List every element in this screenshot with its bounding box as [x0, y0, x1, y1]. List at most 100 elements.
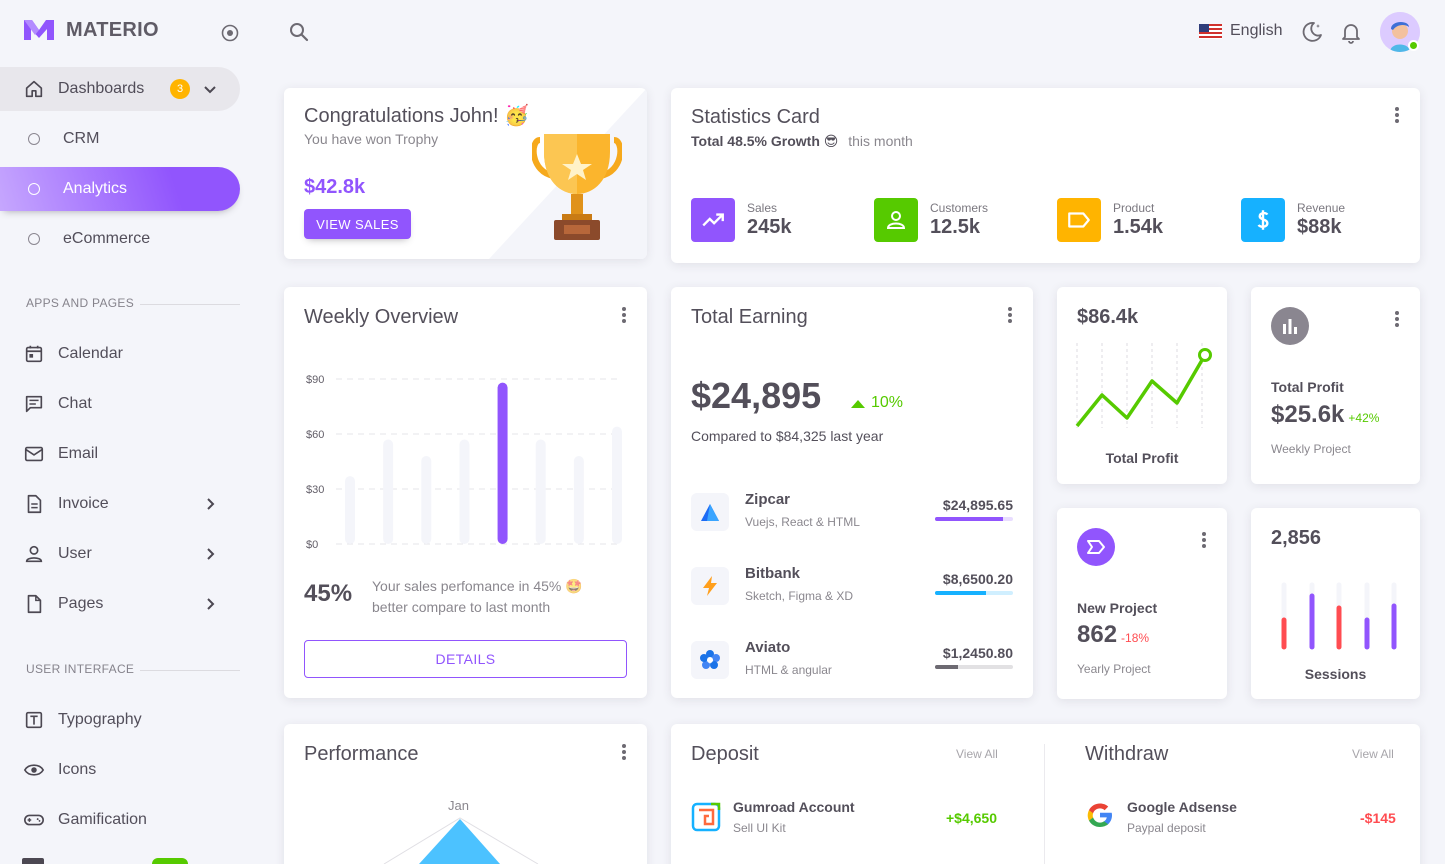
chevron-right-icon [207, 598, 215, 610]
chevron-down-icon [204, 86, 216, 94]
nav-crm[interactable]: CRM [0, 117, 240, 161]
chevron-right-icon [207, 548, 215, 560]
triangle-up-icon [851, 400, 865, 408]
nav-dashboards[interactable]: Dashboards 3 [0, 67, 240, 111]
stat-revenue-label: Revenue [1297, 201, 1346, 215]
next-nav-icon [22, 858, 44, 864]
new-project-label: New Project [1077, 600, 1158, 616]
dashboards-badge: 3 [170, 79, 190, 99]
weekly-text-line2: better compare to last month [372, 599, 551, 615]
moon-icon[interactable] [1300, 20, 1324, 44]
weekly-overview-card: Weekly Overview $0 $30 $60 $90 45% Your sal… [284, 287, 647, 698]
calendar-icon [22, 342, 46, 366]
weekly-percent: 45% [304, 580, 353, 607]
stat-sales-label: Sales [747, 201, 778, 215]
user-avatar[interactable] [1380, 12, 1420, 52]
earning-compare: Compared to $84,325 last year [691, 428, 884, 444]
more-vertical-icon[interactable] [1202, 532, 1206, 548]
congrats-amount: $42.8k [304, 176, 366, 198]
sessions-label: Sessions [1304, 666, 1367, 682]
earning-item[interactable]: Bitbank Sketch, Figma & XD $8,6500.20 [691, 565, 1013, 625]
radio-toggle-icon[interactable] [220, 23, 240, 43]
nav-calendar[interactable]: Calendar [0, 332, 240, 376]
profit-line-chart [1075, 343, 1212, 428]
nav-gamification[interactable]: Gamification [0, 798, 240, 842]
nav-invoice[interactable]: Invoice [0, 482, 240, 526]
more-vertical-icon[interactable] [622, 307, 626, 323]
bell-icon[interactable] [1339, 20, 1363, 44]
deposit-item-name: Gumroad Account [733, 799, 855, 815]
nav-pages[interactable]: Pages [0, 582, 240, 626]
account-icon [874, 198, 918, 242]
circle-icon [28, 183, 40, 195]
user-icon [22, 542, 46, 566]
view-sales-button[interactable]: VIEW SALES [304, 209, 411, 239]
chevron-right-icon [207, 498, 215, 510]
stat-sales-value: 245k [747, 216, 792, 238]
earning-item-sub: Sketch, Figma & XD [745, 589, 854, 603]
nav-typography[interactable]: Typography [0, 698, 240, 742]
weekly-text: Your sales perfomance in 45% 🤩 better co… [372, 576, 583, 618]
more-vertical-icon[interactable] [1395, 107, 1399, 123]
earning-item-amount: $8,6500.20 [942, 571, 1013, 587]
statistics-title: Statistics Card [691, 106, 820, 128]
aviato-icon [691, 641, 729, 679]
sidebar: MATERIO Dashboards 3 CRM Analytics eComm… [0, 0, 260, 864]
y-tick-label: $60 [306, 429, 324, 441]
total-profit-value: $25.6k [1271, 401, 1345, 428]
earning-item-name: Aviato [745, 639, 791, 656]
withdraw-item-name: Google Adsense [1127, 799, 1237, 815]
circle-icon [28, 133, 40, 145]
nav-icons[interactable]: Icons [0, 748, 240, 792]
withdraw-item-sub: Paypal deposit [1127, 821, 1206, 835]
label-icon [1057, 198, 1101, 242]
divider [1044, 744, 1045, 864]
deposit-item-sub: Sell UI Kit [733, 821, 786, 835]
section-ui-title: USER INTERFACE [26, 662, 135, 676]
stat-revenue: Revenue $88k [1241, 198, 1345, 242]
new-project-card: New Project 862 -18% Yearly Project [1057, 508, 1227, 699]
brand[interactable]: MATERIO [22, 18, 159, 42]
performance-radar-chart [383, 817, 539, 864]
deposit-view-all-link[interactable]: View All [956, 747, 998, 761]
withdraw-view-all-link[interactable]: View All [1352, 747, 1394, 761]
nav-ecommerce[interactable]: eCommerce [0, 217, 240, 261]
y-tick-label: $90 [306, 374, 324, 386]
language-selector[interactable]: English [1199, 22, 1282, 40]
trophy-icon [532, 134, 622, 240]
earning-item-amount: $1,2450.80 [942, 645, 1013, 661]
nav-email[interactable]: Email [0, 432, 240, 476]
earning-amount: $24,895 [691, 375, 822, 416]
stat-product: Product 1.54k [1057, 198, 1163, 242]
details-button[interactable]: DETAILS [304, 640, 627, 678]
weekly-text-line1: Your sales perfomance in 45% 🤩 [372, 578, 583, 594]
nav-pages-label: Pages [58, 595, 104, 612]
stat-sales: Sales 245k [691, 198, 792, 242]
invoice-icon [22, 492, 46, 516]
more-vertical-icon[interactable] [1008, 307, 1012, 323]
total-profit-label: Total Profit [1271, 379, 1344, 395]
earning-item[interactable]: Aviato HTML & angular $1,2450.80 [691, 639, 1013, 698]
more-vertical-icon[interactable] [622, 744, 626, 760]
earning-item[interactable]: Zipcar Vuejs, React & HTML $24,895.65 [691, 491, 1013, 551]
nav-invoice-label: Invoice [58, 495, 109, 512]
stat-product-value: 1.54k [1113, 216, 1164, 238]
earning-item-name: Bitbank [745, 565, 801, 582]
performance-title: Performance [304, 743, 419, 765]
email-icon [22, 442, 46, 466]
search-icon[interactable] [287, 20, 311, 44]
stat-customers-value: 12.5k [930, 216, 981, 238]
statistics-growth: Total 48.5% Growth 😎 [691, 133, 839, 149]
materio-logo-icon [24, 20, 54, 40]
nav-chat-label: Chat [58, 395, 92, 412]
new-project-row: 862 -18% [1077, 621, 1149, 649]
nav-analytics[interactable]: Analytics [0, 167, 240, 211]
more-vertical-icon[interactable] [1395, 311, 1399, 327]
profit-line-card: $86.4k Total Profit [1057, 287, 1227, 484]
sessions-bar-chart [1281, 582, 1397, 650]
statistics-growth-line: Total 48.5% Growth 😎 this month [691, 133, 913, 150]
nav-dashboards-label: Dashboards [58, 80, 145, 97]
nav-user[interactable]: User [0, 532, 240, 576]
nav-email-label: Email [58, 445, 99, 462]
nav-chat[interactable]: Chat [0, 382, 240, 426]
